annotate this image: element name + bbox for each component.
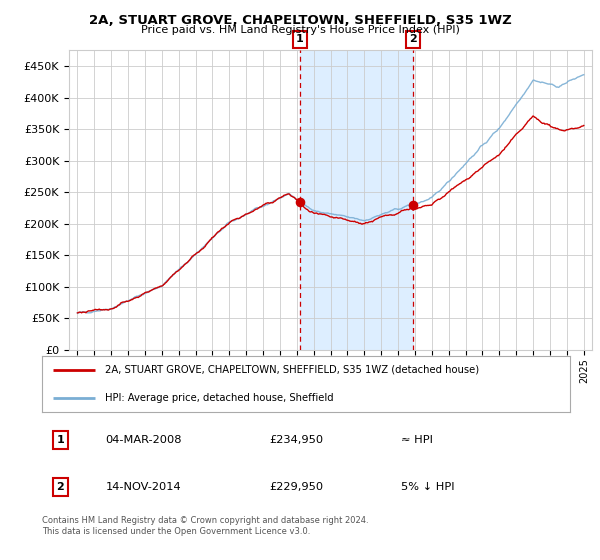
Point xyxy=(408,200,418,209)
Text: 1: 1 xyxy=(296,34,304,44)
Text: 2A, STUART GROVE, CHAPELTOWN, SHEFFIELD, S35 1WZ (detached house): 2A, STUART GROVE, CHAPELTOWN, SHEFFIELD,… xyxy=(106,365,479,375)
Text: 2: 2 xyxy=(56,482,64,492)
Text: HPI: Average price, detached house, Sheffield: HPI: Average price, detached house, Shef… xyxy=(106,393,334,403)
Text: 5% ↓ HPI: 5% ↓ HPI xyxy=(401,482,455,492)
Text: ≈ HPI: ≈ HPI xyxy=(401,435,433,445)
Bar xyxy=(300,50,413,350)
Text: 04-MAR-2008: 04-MAR-2008 xyxy=(106,435,182,445)
Text: £234,950: £234,950 xyxy=(269,435,323,445)
Text: 1: 1 xyxy=(56,435,64,445)
Text: 14-NOV-2014: 14-NOV-2014 xyxy=(106,482,181,492)
Point xyxy=(295,197,305,206)
Text: 2: 2 xyxy=(409,34,416,44)
Text: 2A, STUART GROVE, CHAPELTOWN, SHEFFIELD, S35 1WZ: 2A, STUART GROVE, CHAPELTOWN, SHEFFIELD,… xyxy=(89,14,511,27)
Text: Price paid vs. HM Land Registry's House Price Index (HPI): Price paid vs. HM Land Registry's House … xyxy=(140,25,460,35)
Text: Contains HM Land Registry data © Crown copyright and database right 2024.
This d: Contains HM Land Registry data © Crown c… xyxy=(42,516,368,536)
Text: £229,950: £229,950 xyxy=(269,482,323,492)
